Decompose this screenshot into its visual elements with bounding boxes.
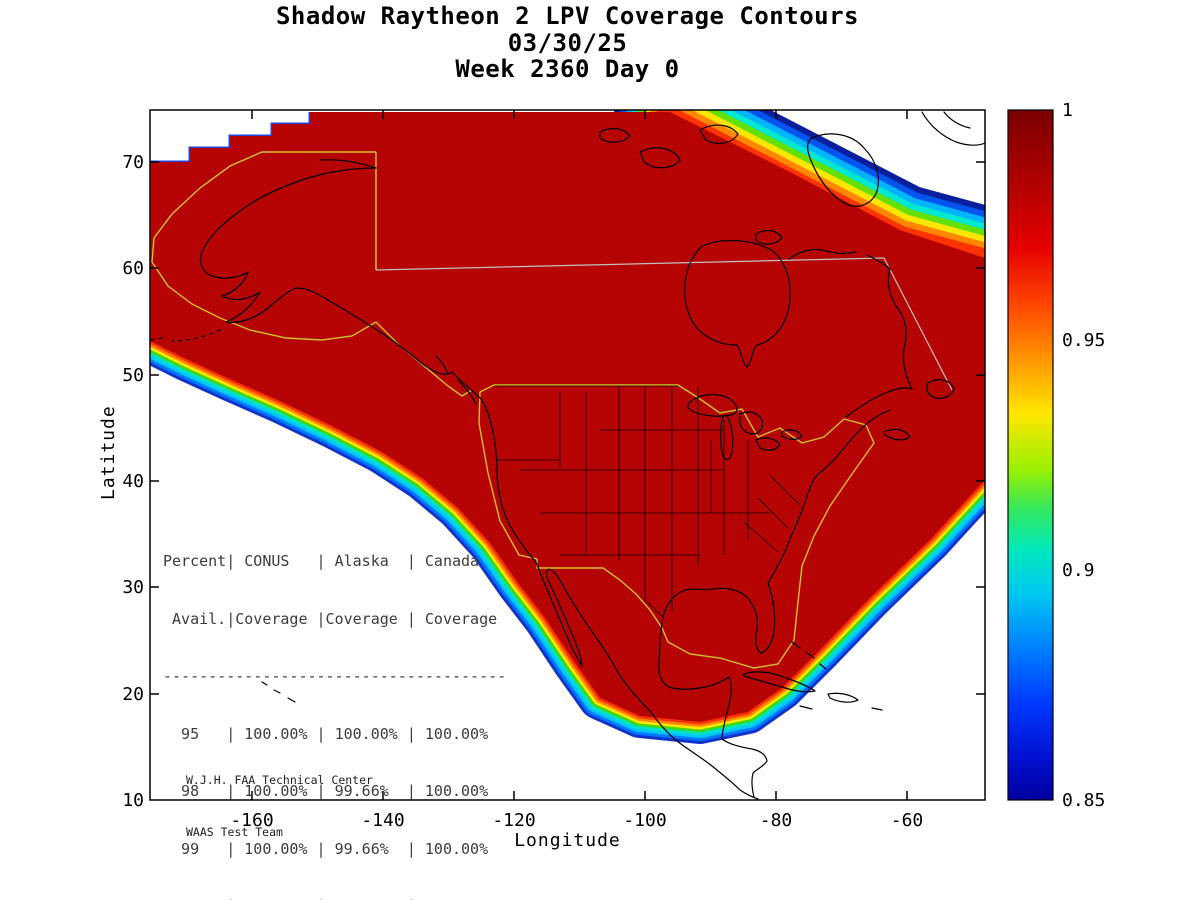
title-line-1: Shadow Raytheon 2 LPV Coverage Contours [275, 2, 860, 30]
colorbar-tick-label: 0.85 [1062, 790, 1106, 811]
y-tick-label: 10 [122, 790, 144, 811]
coverage-table-divider: -------------------------------------- [163, 667, 507, 685]
y-axis-label: Latitude [98, 405, 119, 500]
newfoundland-outline [926, 379, 955, 399]
y-tick-label: 30 [122, 577, 144, 598]
x-tick-label: -120 [492, 810, 536, 831]
y-tick-label: 70 [122, 152, 144, 173]
greenland-coastline [921, 111, 985, 146]
credit-annotation: W.J.H. FAA Technical Center WAAS Test Te… [186, 736, 373, 877]
colorbar [1007, 109, 1054, 801]
lake-michigan [720, 414, 734, 461]
x-tick-label: -100 [623, 810, 667, 831]
x-tick-label: -160 [230, 810, 274, 831]
lake-ontario [781, 429, 803, 440]
lake-erie [755, 437, 781, 451]
coverage-table-line: 99 | 100.00% | 99.66% | 100.00% [163, 839, 489, 858]
coverage-table-line: 95 | 100.00% | 100.00% | 100.00% [163, 724, 489, 743]
y-tick-label: 50 [122, 365, 144, 386]
hispaniola-outline [827, 692, 859, 703]
alaska-north-coast [319, 159, 377, 169]
cuba-outline [743, 671, 816, 693]
colorbar-tick-label: 1 [1062, 100, 1073, 121]
y-tick-label: 60 [122, 258, 144, 279]
conus-region-outline [478, 384, 875, 669]
lake-superior [687, 393, 738, 417]
arctic-island-outline [699, 124, 739, 144]
alaska-region-outline [151, 151, 473, 397]
axis-ticks [150, 110, 985, 800]
x-axis-label: Longitude [514, 830, 621, 851]
coverage-table-line: Avail.|Coverage |Coverage | Coverage [163, 609, 498, 628]
coastlines [150, 111, 985, 800]
y-tick-label: 40 [122, 471, 144, 492]
vancouver-island-line [435, 355, 477, 405]
aleutian-islands [150, 329, 221, 342]
title-line-3: Week 2360 Day 0 [455, 55, 680, 83]
coverage-table-line: 98 | 100.00% | 99.66% | 100.00% [163, 782, 489, 800]
alaska-coastline [199, 167, 453, 375]
y-tick-label: 20 [122, 684, 144, 705]
title-line-2: 03/30/25 [507, 29, 628, 57]
coverage-table-line: 99.9 | 100.00% | 98.99% | 100.00% [163, 897, 506, 900]
x-tick-label: -80 [759, 810, 793, 831]
puerto-rico-mark [871, 707, 883, 711]
colorbar-tick-label: 0.95 [1062, 330, 1106, 351]
x-tick-label: -60 [890, 810, 924, 831]
lake-huron [739, 411, 764, 435]
hudson-strait-line [788, 248, 857, 260]
pacific-coastline [451, 371, 759, 800]
hawaii-marks [261, 681, 296, 703]
annotation-line: WAAS Test Team [186, 824, 283, 839]
state-borders [494, 385, 801, 618]
atlantic-gulf-coastline [658, 427, 863, 798]
baffin-island-outline [807, 133, 879, 207]
x-tick-label: -140 [361, 810, 405, 831]
coverage-table-line: Percent| CONUS | Alaska | Canada [163, 552, 480, 570]
coverage-table: Percent| CONUS | Alaska | Canada Avail.|… [163, 514, 506, 900]
southampton-island-outline [755, 229, 783, 245]
bahamas-marks [791, 641, 827, 670]
hudson-bay-outline [684, 240, 791, 368]
colorbar-gradient [1007, 109, 1054, 801]
colorbar-tick-label: 0.9 [1062, 560, 1095, 581]
banks-island-outline [599, 127, 631, 143]
plot-frame [149, 109, 986, 801]
annotation-line: W.J.H. FAA Technical Center [186, 773, 373, 787]
east-canada-coastline [845, 254, 913, 441]
jamaica-mark [799, 705, 813, 710]
victoria-island-outline [639, 147, 681, 169]
